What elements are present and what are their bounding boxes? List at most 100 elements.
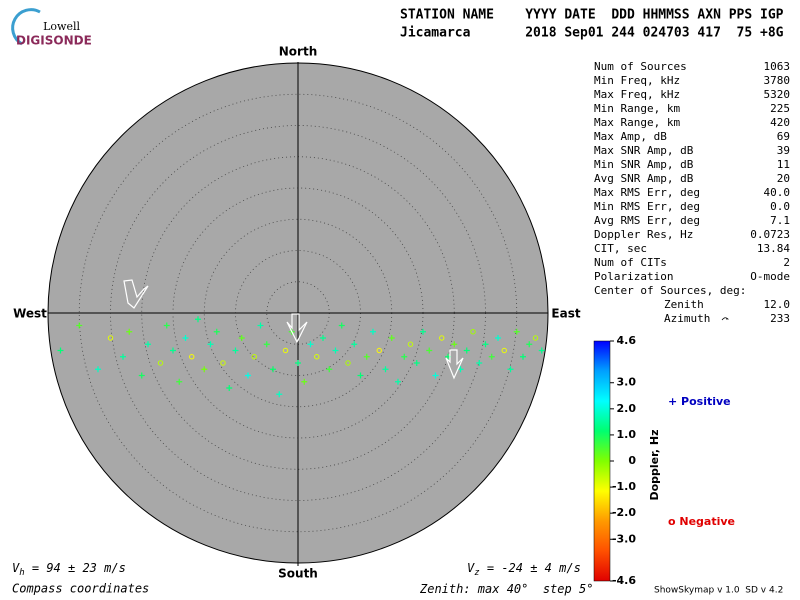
source-positive — [138, 372, 145, 379]
stat-label: Min Freq, kHz — [594, 74, 680, 87]
source-negative — [501, 347, 507, 354]
stat-label: Num of CITs — [594, 256, 667, 269]
stat-value: 11 — [777, 158, 790, 171]
source-positive — [370, 328, 376, 335]
zenith-mid: ° step — [521, 582, 579, 596]
version: ShowSkymap v 1.0 SD v 4.2 — [654, 586, 783, 596]
stat-label: Max Amp, dB — [594, 130, 667, 143]
source-positive — [426, 347, 433, 354]
source-positive — [176, 378, 183, 385]
header-line: STATION NAME YYYY DATE DDD HHMMSS AXN PP… — [400, 8, 784, 23]
stat-value: 13.84 — [757, 242, 790, 255]
source-positive — [332, 347, 339, 354]
colorbar-tick-label: -2.0 — [612, 506, 636, 519]
source-positive — [145, 341, 151, 348]
center-label: Zenith — [664, 298, 704, 311]
source-positive — [463, 347, 470, 354]
stat-value: 7.1 — [770, 214, 790, 227]
vz-label: Vz = -24 ± 4 m/s — [467, 561, 581, 578]
stat-label: Avg RMS Err, deg — [594, 214, 700, 227]
stat-label: Polarization — [594, 270, 673, 283]
source-negative — [470, 329, 476, 335]
zenith-max: 40 — [507, 582, 521, 596]
source-positive — [363, 353, 370, 360]
stat-value: 3780 — [764, 74, 791, 87]
stat-value: 225 — [770, 102, 790, 115]
logo-bottom: DIGISONDE — [16, 34, 92, 48]
source-positive — [57, 347, 64, 354]
stat-value: 69 — [777, 130, 790, 143]
source-positive — [326, 366, 333, 373]
colorbar-tick-label: -3.0 — [612, 532, 636, 545]
stat-label: Max Freq, kHz — [594, 88, 680, 101]
vh-symbol: V — [12, 561, 20, 575]
vz-value: = -24 ± 4 m/s — [480, 561, 581, 575]
vz-symbol: V — [467, 561, 475, 575]
source-positive — [245, 372, 251, 379]
source-positive — [170, 347, 176, 354]
azimuth-icon — [721, 317, 729, 321]
source-positive — [207, 341, 214, 348]
source-positive — [276, 391, 283, 398]
compass-east: East — [551, 307, 580, 321]
source-negative — [439, 335, 445, 341]
source-positive — [95, 366, 101, 373]
zenith-label: Zenith: max 40° step 5° — [419, 582, 593, 596]
stat-value: 420 — [770, 116, 790, 129]
source-positive — [495, 335, 501, 341]
zenith-prefix: Zenith: max — [419, 582, 507, 596]
source-positive — [195, 316, 201, 323]
stat-value: O-mode — [750, 270, 790, 283]
source-positive — [451, 341, 458, 348]
center-label: Azimuth — [664, 312, 710, 325]
source-positive — [432, 372, 439, 379]
stat-value: 1063 — [764, 60, 791, 73]
source-positive — [520, 353, 526, 360]
source-positive — [232, 347, 239, 354]
source-positive — [126, 328, 133, 335]
colorbar-tick-label: -4.6 — [612, 574, 636, 587]
colorbar-tick-label: 1.0 — [617, 428, 637, 441]
source-positive — [301, 378, 308, 385]
source-positive — [476, 360, 483, 366]
stat-label: Doppler Res, Hz — [594, 228, 693, 241]
source-negative — [189, 354, 195, 360]
source-positive — [238, 335, 245, 341]
colorbar-tick-label: 2.0 — [617, 402, 637, 415]
source-positive — [257, 322, 264, 329]
arrow — [123, 279, 149, 309]
compass-south: South — [278, 567, 318, 581]
source-positive — [270, 366, 276, 373]
colorbar-tick-label: 3.0 — [617, 376, 637, 389]
source-positive — [182, 335, 189, 341]
colorbar-tick-label: -1.0 — [612, 480, 636, 493]
colorbar-label: Doppler, Hz — [648, 429, 661, 500]
stat-value: 0.0 — [770, 200, 790, 213]
source-negative — [251, 354, 257, 360]
stat-value: 5320 — [764, 88, 791, 101]
legend-negative: o Negative — [668, 515, 735, 528]
center-title: Center of Sources, deg: — [594, 284, 746, 297]
source-positive — [413, 360, 420, 366]
velocity-arrows — [123, 279, 464, 380]
stat-value: 39 — [777, 144, 790, 157]
source-positive — [382, 366, 389, 373]
stat-label: Avg SNR Amp, dB — [594, 172, 694, 185]
source-positive — [320, 335, 326, 341]
arrow — [445, 349, 464, 380]
header-line: Jicamarca 2018 Sep01 244 024703 417 75 +… — [400, 26, 784, 41]
source-negative — [157, 360, 164, 366]
source-positive — [351, 341, 358, 348]
source-negative — [107, 335, 114, 341]
source-positive — [263, 341, 270, 348]
compass-west: West — [13, 307, 47, 321]
source-negative — [220, 360, 226, 366]
logo-top: Lowell — [43, 20, 80, 33]
source-positive — [420, 328, 426, 335]
stat-label: Max SNR Amp, dB — [594, 144, 694, 157]
stat-value: 2 — [783, 256, 790, 269]
source-positive — [401, 353, 408, 360]
colorbar-tick-label: 0 — [628, 454, 636, 467]
colorbar — [593, 340, 611, 582]
vh-subscript: h — [19, 568, 24, 578]
